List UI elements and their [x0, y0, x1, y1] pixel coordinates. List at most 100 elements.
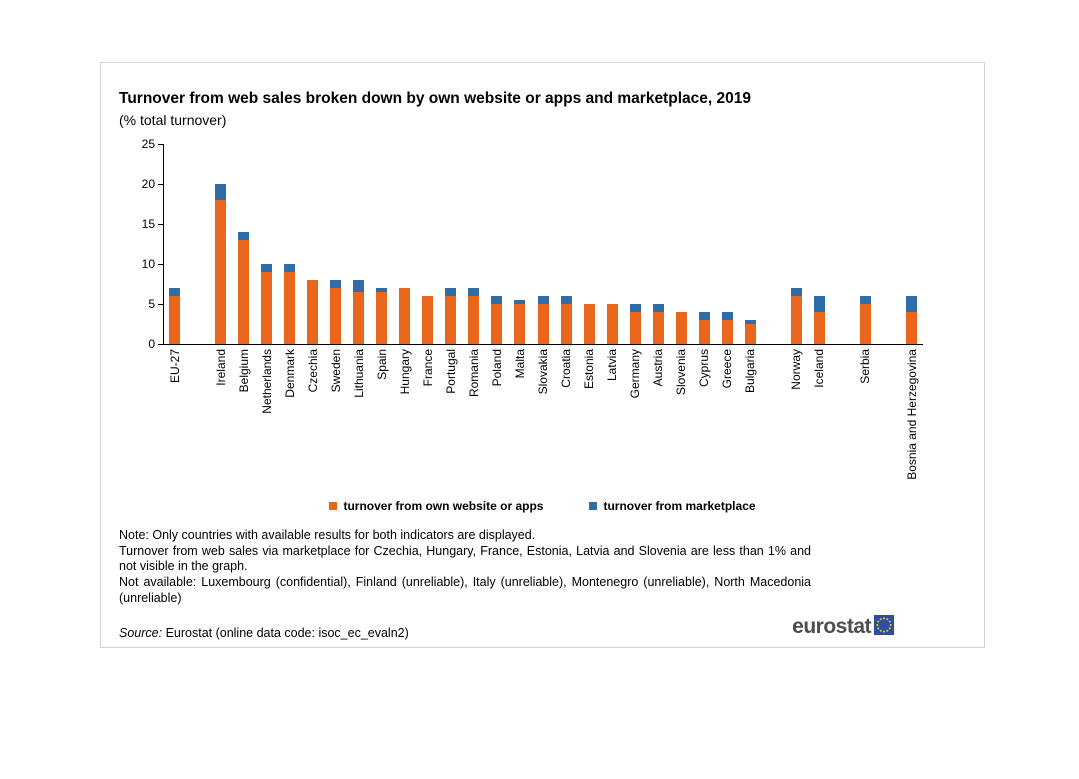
- bar-segment: [284, 271, 296, 344]
- bar-segment: [606, 303, 618, 344]
- bar-segment: [169, 287, 181, 296]
- x-axis-label: Lithuania: [351, 348, 366, 398]
- y-axis-tick-mark: [158, 303, 163, 305]
- bar-slot-france: France: [416, 144, 439, 386]
- stacked-bar: [883, 144, 894, 344]
- bar-slot-bosnia-and-herzegovina: Bosnia and Herzegovina: [900, 144, 923, 480]
- x-axis-label: Slovakia: [536, 348, 551, 395]
- x-axis-label: Greece: [720, 348, 735, 389]
- bar-segment: [353, 279, 365, 292]
- stacked-bar: [215, 144, 227, 344]
- stacked-bar: [813, 144, 825, 344]
- bar-slot-serbia: Serbia: [854, 144, 877, 384]
- bar-segment: [698, 319, 710, 344]
- bar-slot-latvia: Latvia: [601, 144, 624, 381]
- stacked-bar: [169, 144, 181, 344]
- eurostat-logo: eurostat: [792, 614, 894, 640]
- bar-segment: [859, 303, 871, 344]
- bar-slot-czechia: Czechia: [301, 144, 324, 392]
- x-axis-label: Malta: [512, 348, 527, 379]
- stacked-bar: [399, 144, 411, 344]
- x-axis-label: Bulgaria: [743, 348, 758, 393]
- stacked-bar: [514, 144, 526, 344]
- bar-segment: [376, 291, 388, 344]
- stacked-bar: [790, 144, 802, 344]
- legend-item: turnover from own website or apps: [329, 498, 543, 514]
- bar-segment: [445, 295, 457, 344]
- x-axis-label: Bosnia and Herzegovina: [904, 348, 919, 480]
- stacked-bar: [906, 144, 918, 344]
- x-axis-label: Czechia: [305, 348, 320, 393]
- bar-segment: [215, 183, 227, 200]
- stacked-bar: [491, 144, 503, 344]
- x-axis-label: Norway: [789, 348, 804, 390]
- x-axis-label: Serbia: [858, 348, 873, 384]
- x-axis-label: Latvia: [605, 348, 620, 381]
- y-axis-tick-mark: [158, 143, 163, 145]
- eurostat-logo-text: eurostat: [792, 615, 871, 639]
- stacked-bar: [744, 144, 756, 344]
- stacked-bar: [768, 144, 779, 344]
- stacked-bar: [353, 144, 365, 344]
- bar-slot-norway: Norway: [785, 144, 808, 390]
- x-axis-label: France: [420, 348, 435, 387]
- y-axis-tick-label: 0: [148, 336, 155, 351]
- bar-segment: [906, 311, 918, 344]
- x-axis-label: Germany: [628, 348, 643, 399]
- note-line: Not available: Luxembourg (confidential)…: [119, 575, 811, 605]
- bar-slot-spacer: [877, 144, 900, 349]
- x-axis-label: Estonia: [582, 348, 597, 389]
- y-axis-tick-label: 5: [148, 296, 155, 311]
- stacked-bar: [859, 144, 871, 344]
- stacked-bar: [652, 144, 664, 344]
- bar-slot-slovenia: Slovenia: [670, 144, 693, 395]
- bar-slot-spacer: [762, 144, 785, 349]
- bar-segment: [859, 295, 871, 304]
- x-axis-label: Ireland: [213, 348, 228, 386]
- stacked-bar: [698, 144, 710, 344]
- bar-slot-hungary: Hungary: [393, 144, 416, 394]
- x-axis-label: Slovenia: [674, 348, 689, 395]
- y-axis-tick-mark: [158, 263, 163, 265]
- legend-swatch: [329, 501, 338, 510]
- x-axis-label: Poland: [489, 348, 504, 387]
- bar-segment: [790, 295, 802, 344]
- x-axis-label: Netherlands: [259, 348, 274, 414]
- bar-segment: [675, 311, 687, 344]
- bar-segment: [629, 303, 641, 312]
- stacked-bar: [837, 144, 848, 344]
- bar-slot-netherlands: Netherlands: [255, 144, 278, 414]
- source-line: Source: Eurostat (online data code: isoc…: [119, 626, 409, 640]
- stacked-bar: [261, 144, 273, 344]
- stacked-bar: [560, 144, 572, 344]
- note-line: Note: Only countries with available resu…: [119, 527, 536, 542]
- x-axis-line: [163, 343, 923, 345]
- x-axis-label: Belgium: [236, 348, 251, 393]
- stacked-bar: [376, 144, 388, 344]
- stacked-bar: [192, 144, 203, 344]
- x-axis-label: Hungary: [397, 348, 412, 395]
- bar-slot-eu-27: EU-27: [163, 144, 186, 383]
- stacked-bar: [238, 144, 250, 344]
- bar-slot-belgium: Belgium: [232, 144, 255, 392]
- x-axis-label: Cyprus: [697, 348, 712, 387]
- chart-panel: Turnover from web sales broken down by o…: [100, 62, 985, 648]
- bar-slot-lithuania: Lithuania: [347, 144, 370, 398]
- bar-slot-spain: Spain: [370, 144, 393, 380]
- stacked-bar: [307, 144, 319, 344]
- y-axis-tick-label: 20: [141, 176, 155, 191]
- bar-segment: [537, 295, 549, 304]
- bar-segment: [399, 287, 411, 344]
- bar-segment: [514, 299, 526, 304]
- bar-segment: [744, 319, 756, 324]
- stacked-bar: [330, 144, 342, 344]
- bar-segment: [422, 295, 434, 344]
- legend-swatch: [589, 501, 598, 510]
- x-axis-label: Iceland: [812, 348, 827, 388]
- bar-slot-poland: Poland: [485, 144, 508, 386]
- y-axis-tick-label: 25: [141, 136, 155, 151]
- stacked-bar: [721, 144, 733, 344]
- bar-segment: [215, 199, 227, 344]
- bar-slot-germany: Germany: [624, 144, 647, 398]
- stacked-bar: [284, 144, 296, 344]
